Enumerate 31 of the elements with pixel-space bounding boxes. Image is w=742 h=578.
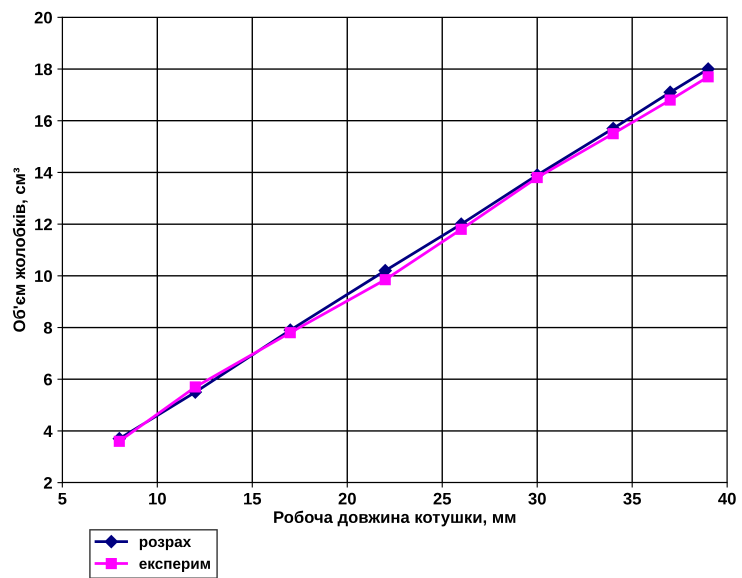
point: [190, 381, 201, 393]
x-tick-label: 5: [58, 492, 66, 505]
x-tick-label: 30: [528, 492, 546, 505]
y-axis-title: Об'єм жолобків, см³: [12, 168, 28, 332]
y-tick-label: 8: [44, 322, 52, 334]
point: [608, 128, 619, 140]
y-tick-label: 10: [35, 270, 52, 282]
x-tick-label: 25: [434, 492, 452, 505]
x-tick-label: 10: [149, 492, 166, 505]
x-tick-label: 20: [338, 492, 356, 505]
y-tick-label: 18: [35, 63, 52, 76]
y-tick-label: 16: [35, 115, 52, 127]
point: [114, 436, 125, 447]
legend-label: експерим: [139, 560, 210, 572]
y-tick-label: 12: [35, 218, 52, 230]
y-tick-label: 14: [35, 167, 53, 178]
y-tick-label: 2: [44, 477, 52, 489]
point: [532, 172, 543, 184]
x-tick-label: 35: [623, 492, 641, 505]
point: [456, 224, 467, 235]
x-axis-title: Робоча довжина котушки, мм: [274, 510, 516, 526]
y-tick-label: 20: [34, 12, 52, 24]
legend-label: розрах: [140, 538, 192, 550]
point: [702, 71, 714, 82]
x-tick-label: 40: [718, 492, 736, 505]
point: [664, 94, 676, 106]
point: [284, 327, 296, 338]
point: [380, 274, 391, 286]
y-tick-label: 6: [44, 374, 52, 386]
y-tick-label: 4: [44, 426, 53, 437]
x-tick-label: 15: [244, 492, 262, 505]
